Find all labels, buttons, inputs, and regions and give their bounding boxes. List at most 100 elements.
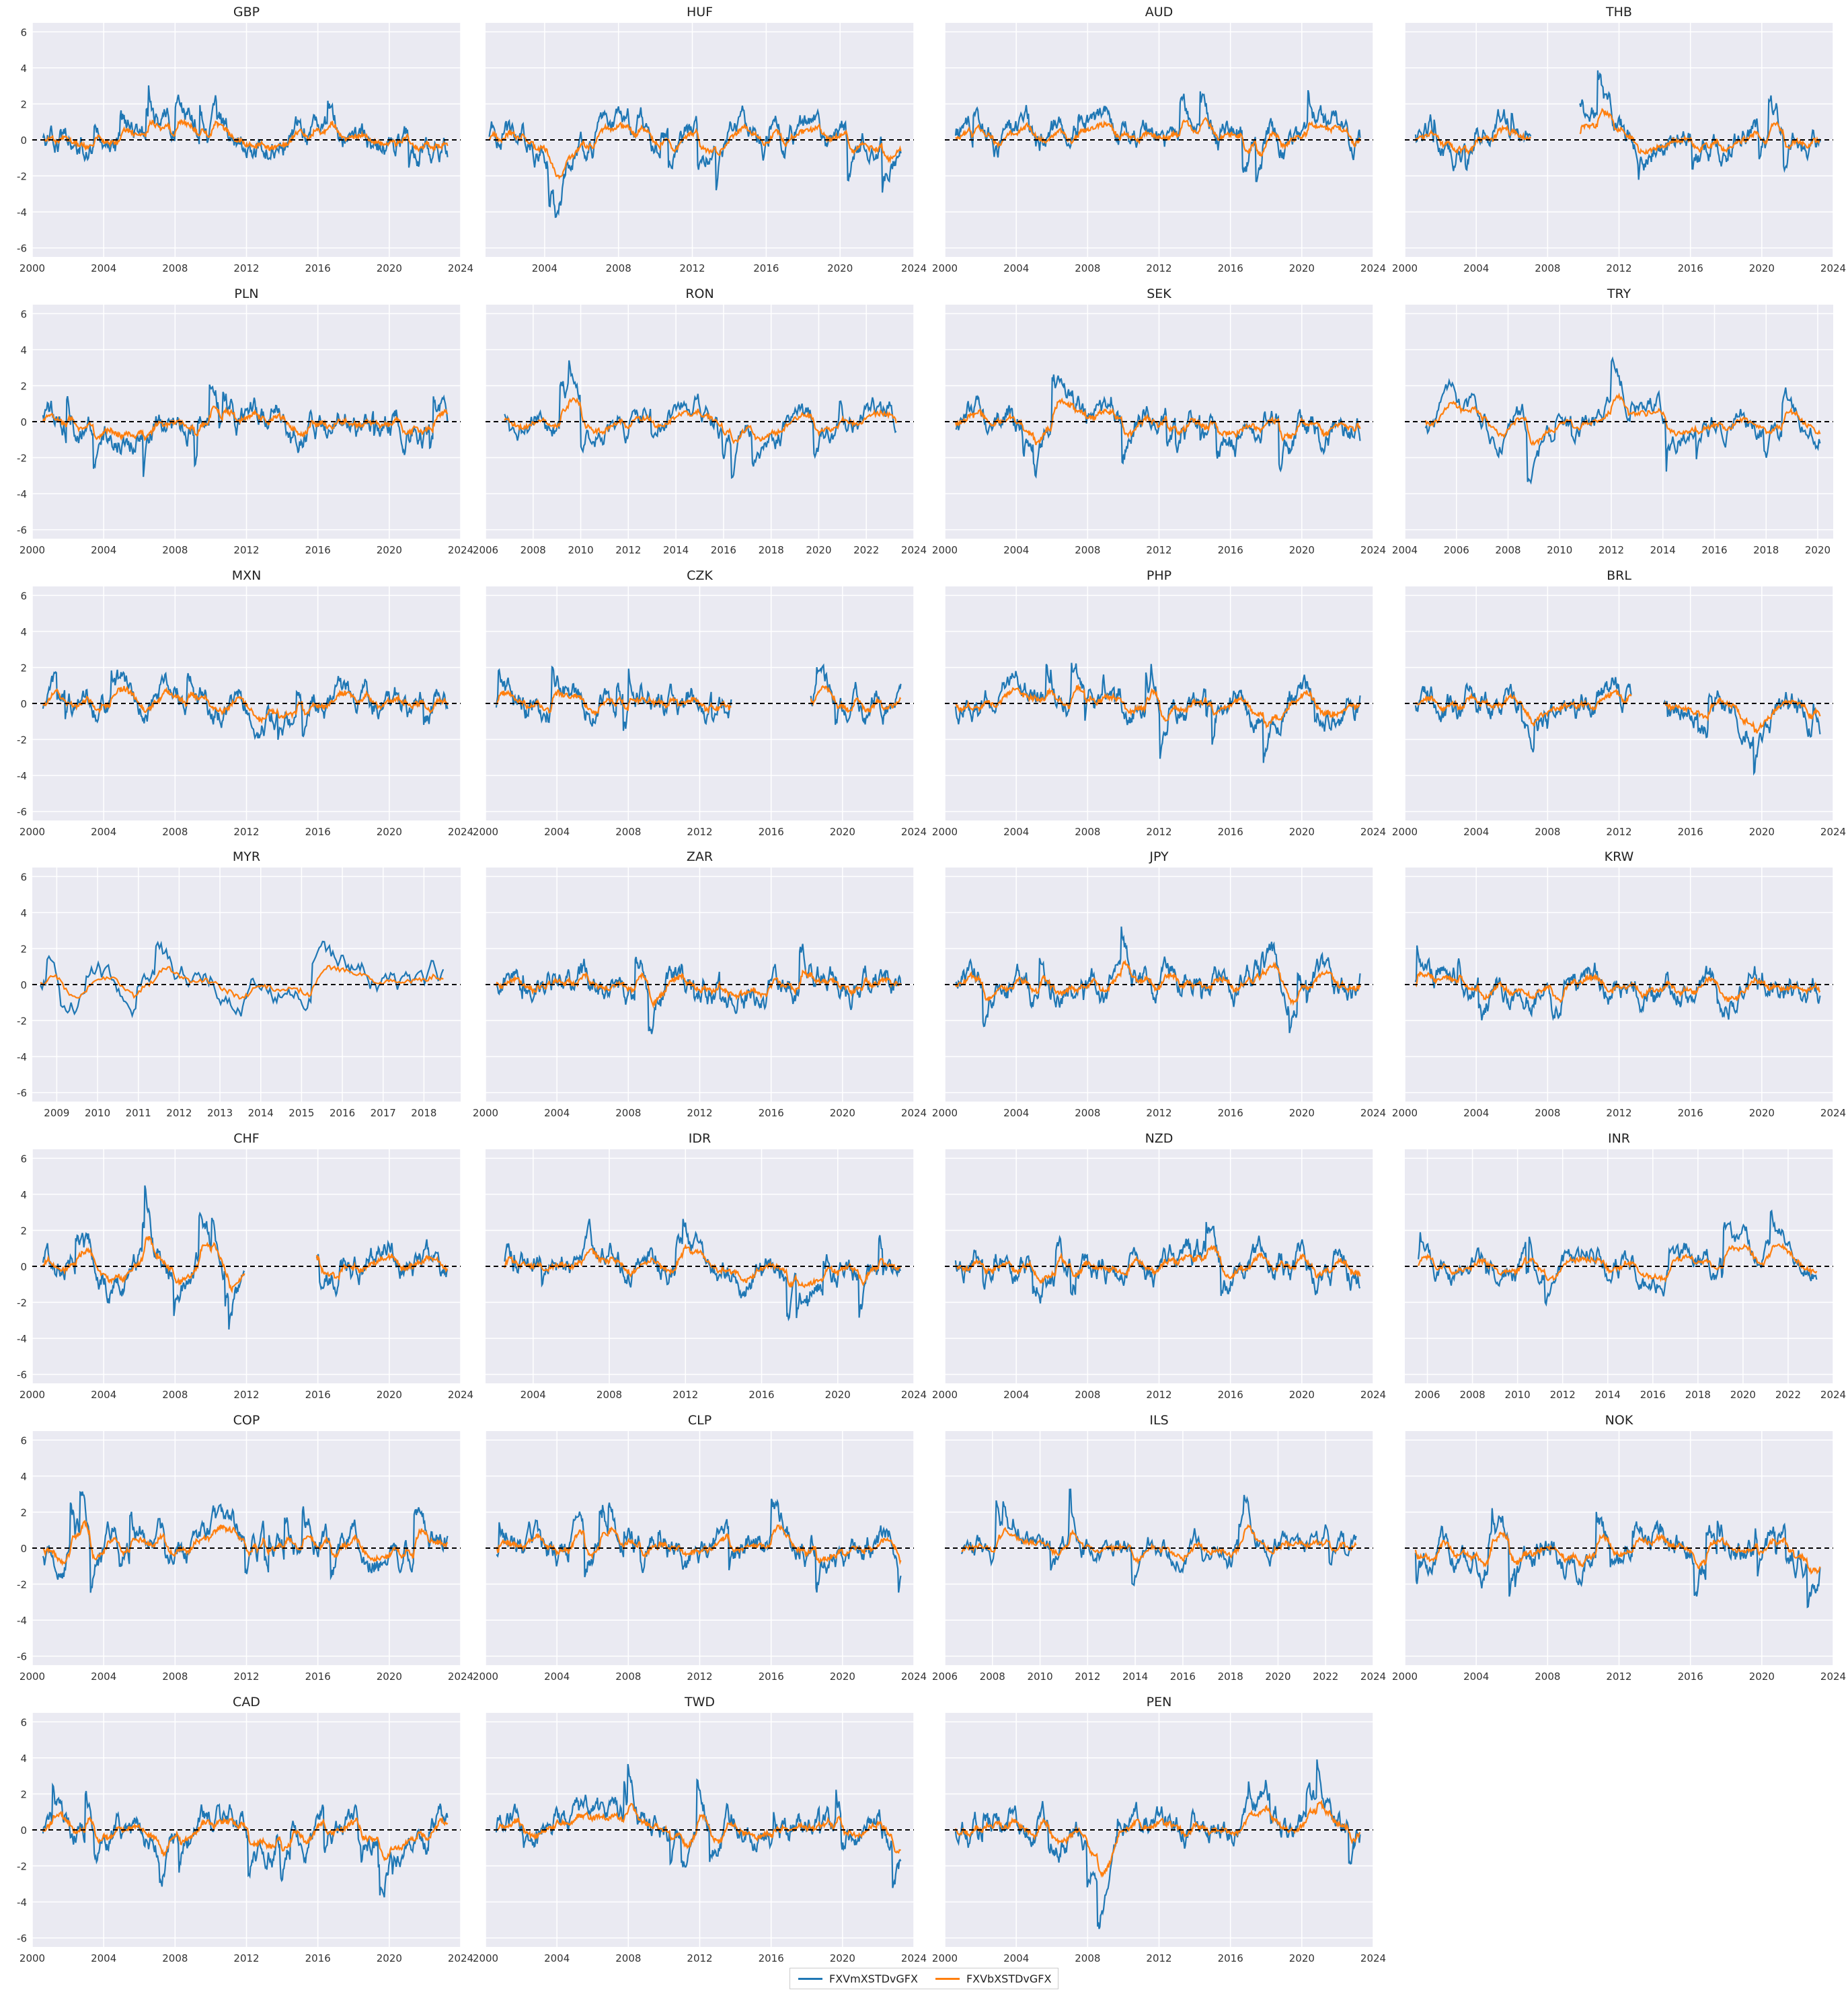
x-tick-label: 2012 <box>1606 262 1631 274</box>
series-line-fxvmxstdvgfx <box>1424 356 1821 485</box>
y-tick-label: -4 <box>17 1896 27 1909</box>
series-line-fxvmxstdvgfx <box>42 1185 449 1330</box>
panel-title: THB <box>1605 5 1632 20</box>
x-tick-label: 2020 <box>377 1952 402 1964</box>
x-tick-label: 2020 <box>377 826 402 838</box>
x-tick-label: 2013 <box>207 1107 233 1119</box>
x-tick-label: 2004 <box>91 262 116 274</box>
x-tick-label: 2006 <box>473 544 498 556</box>
legend-swatch-1 <box>798 1977 822 1980</box>
y-tick-label: -2 <box>17 734 27 746</box>
x-tick-label: 2020 <box>377 1671 402 1683</box>
series-line-fxvbxstdvgfx <box>1414 108 1821 155</box>
x-tick-label: 2016 <box>305 1952 331 1964</box>
x-tick-label: 2012 <box>166 1107 192 1119</box>
x-tick-label: 2008 <box>606 262 631 274</box>
x-tick-label: 2024 <box>448 1952 473 1964</box>
x-tick-label: 2016 <box>1170 1671 1196 1683</box>
series-line-fxvbxstdvgfx <box>40 964 444 1000</box>
x-tick-label: 2012 <box>672 1389 698 1401</box>
x-tick-label: 2012 <box>233 1671 259 1683</box>
x-tick-label: 2010 <box>85 1107 110 1119</box>
x-tick-label: 2008 <box>615 1671 641 1683</box>
x-tick-label: 2020 <box>377 262 402 274</box>
x-tick-label: 2020 <box>1289 1107 1315 1119</box>
x-tick-label: 2018 <box>1685 1389 1711 1401</box>
x-tick-label: 2006 <box>1444 544 1469 556</box>
series-line-fxvbxstdvgfx <box>42 1810 449 1861</box>
y-tick-label: 2 <box>20 1506 27 1519</box>
y-tick-label: 0 <box>20 698 27 710</box>
x-tick-label: 2020 <box>377 544 402 556</box>
x-tick-label: 2020 <box>1749 826 1775 838</box>
x-tick-label: 2024 <box>901 262 927 274</box>
x-tick-label: 2000 <box>932 1107 958 1119</box>
x-tick-label: 2000 <box>932 262 958 274</box>
panel-huf: HUF 2004 2008 2012 2016 2020 2024 <box>486 5 927 274</box>
series-line-fxvmxstdvgfx <box>960 1488 1357 1587</box>
x-tick-label: 2016 <box>330 1107 355 1119</box>
x-tick-label: 2006 <box>932 1671 958 1683</box>
panel-chf: CHF -6 -4 -2 0 2 4 6 2000 2004 2008 2012 2016 2020 202… <box>17 1131 473 1401</box>
x-tick-label: 2016 <box>759 826 784 838</box>
x-tick-label: 2008 <box>1535 1671 1560 1683</box>
x-tick-label: 2016 <box>1218 826 1243 838</box>
x-tick-label: 2020 <box>377 1389 402 1401</box>
panel-title: NOK <box>1605 1413 1633 1428</box>
y-tick-label: 0 <box>20 1261 27 1273</box>
series-line-fxvbxstdvgfx <box>1424 392 1821 447</box>
x-tick-label: 2008 <box>1075 544 1100 556</box>
x-tick-label: 2010 <box>1547 544 1572 556</box>
x-tick-label: 2016 <box>1678 1107 1703 1119</box>
x-tick-label: 2020 <box>825 1389 851 1401</box>
x-tick-label: 2008 <box>1075 826 1100 838</box>
panel-title: TRY <box>1607 286 1631 301</box>
y-tick-label: 6 <box>20 1716 27 1728</box>
panel-title: IDR <box>689 1131 711 1146</box>
panel-clp: CLP 2000 2004 2008 2012 2016 2020 2024 <box>473 1413 927 1683</box>
x-tick-label: 2024 <box>1820 1107 1846 1119</box>
x-tick-label: 2012 <box>687 1952 712 1964</box>
x-tick-label: 2024 <box>1820 1389 1846 1401</box>
x-tick-label: 2008 <box>1075 1107 1100 1119</box>
x-tick-label: 2016 <box>1678 826 1703 838</box>
y-tick-label: 6 <box>20 26 27 38</box>
y-tick-label: 6 <box>20 590 27 602</box>
series-line-fxvbxstdvgfx <box>1414 971 1821 1003</box>
panel-title: CLP <box>688 1413 711 1428</box>
x-tick-label: 2016 <box>305 826 331 838</box>
series-line-fxvmxstdvgfx <box>495 663 902 731</box>
x-tick-label: 2020 <box>830 1671 855 1683</box>
x-tick-label: 2012 <box>1146 544 1171 556</box>
series-line-fxvbxstdvgfx <box>42 118 449 153</box>
x-tick-label: 2016 <box>1701 544 1727 556</box>
x-tick-label: 2020 <box>1289 262 1315 274</box>
x-tick-label: 2008 <box>615 826 641 838</box>
x-tick-label: 2020 <box>1730 1389 1756 1401</box>
series-line-fxvbxstdvgfx <box>504 1243 901 1289</box>
x-tick-label: 2004 <box>1463 262 1489 274</box>
x-tick-label: 2000 <box>932 544 958 556</box>
panel-brl: BRL 2000 2004 2008 2012 2016 2020 2024 <box>1392 568 1846 838</box>
series-line-fxvmxstdvgfx <box>504 360 897 479</box>
x-tick-label: 2024 <box>901 826 927 838</box>
x-tick-label: 2020 <box>1289 826 1315 838</box>
y-tick-label: -4 <box>17 1615 27 1627</box>
panel-title: PHP <box>1147 568 1171 583</box>
series-line-fxvbxstdvgfx <box>42 685 449 724</box>
x-tick-label: 2024 <box>1820 1671 1846 1683</box>
x-tick-label: 2022 <box>1775 1389 1801 1401</box>
panel-title: JPY <box>1149 849 1169 864</box>
y-tick-label: 2 <box>20 380 27 392</box>
series-line-fxvmxstdvgfx <box>42 669 449 740</box>
x-tick-label: 2000 <box>932 826 958 838</box>
y-tick-label: 4 <box>20 1189 27 1201</box>
x-tick-label: 2012 <box>687 1107 712 1119</box>
x-tick-label: 2004 <box>1463 1671 1489 1683</box>
y-tick-label: 4 <box>20 63 27 75</box>
x-tick-label: 2012 <box>687 1671 712 1683</box>
x-tick-label: 2020 <box>1749 262 1775 274</box>
panel-title: MYR <box>233 849 260 864</box>
x-tick-label: 2012 <box>615 544 641 556</box>
x-tick-label: 2000 <box>473 1952 498 1964</box>
